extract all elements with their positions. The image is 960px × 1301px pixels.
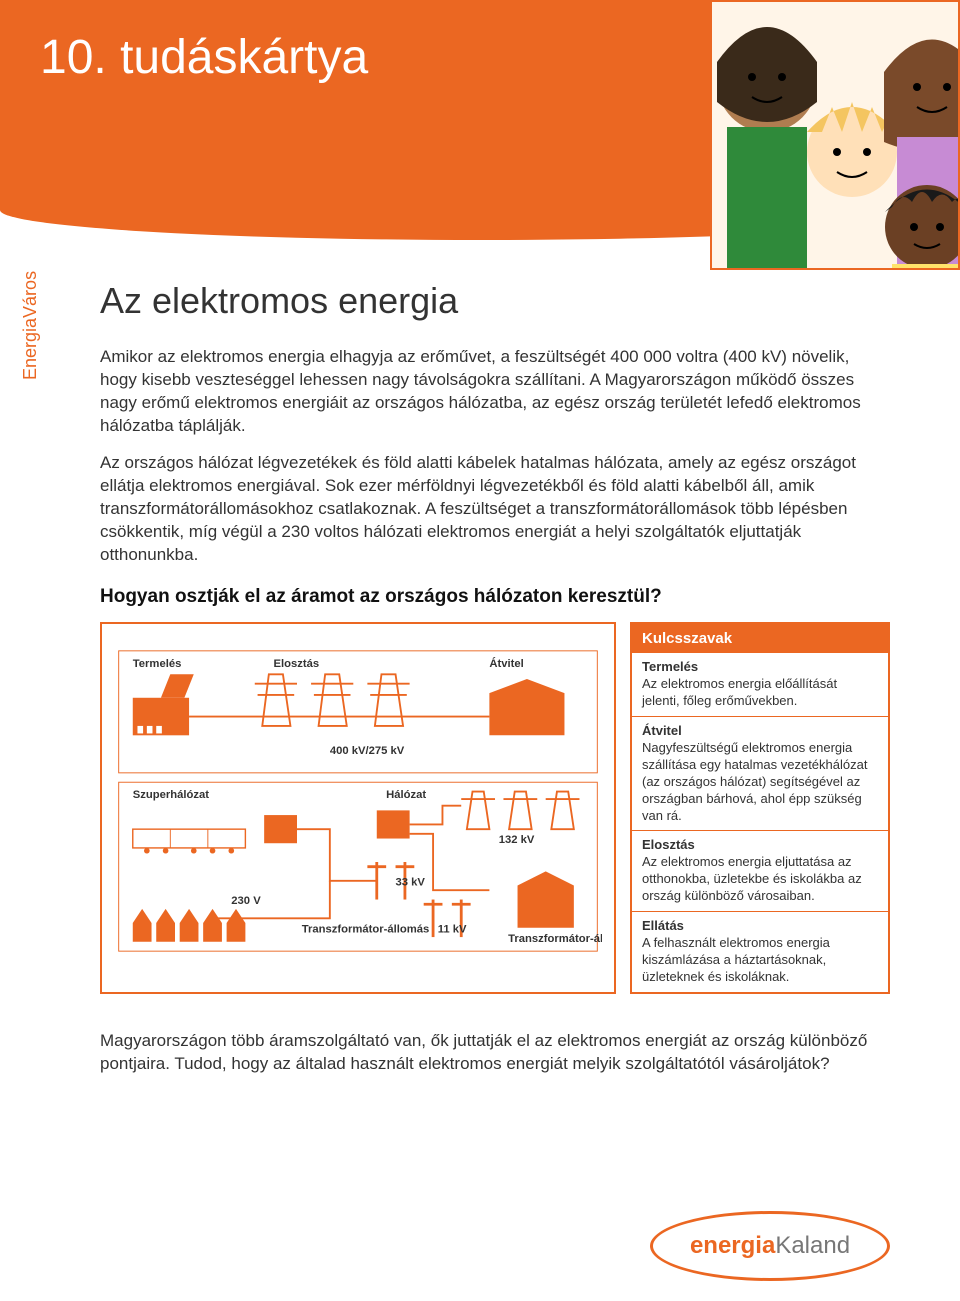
keyword-item: Átvitel Nagyfeszültségű elektromos energ…	[632, 717, 888, 831]
keyword-term: Termelés	[642, 659, 878, 676]
keyword-item: Ellátás A felhasznált elektromos energia…	[632, 912, 888, 992]
label-termeles: Termelés	[133, 658, 182, 670]
keyword-term: Átvitel	[642, 723, 878, 740]
keyword-term: Ellátás	[642, 918, 878, 935]
main-title: Az elektromos energia	[100, 280, 890, 322]
label-400kv: 400 kV/275 kV	[330, 746, 405, 758]
keywords-panel: Kulcsszavak Termelés Az elektromos energ…	[630, 622, 890, 993]
label-szuperhalozat: Szuperhálózat	[133, 790, 210, 802]
keyword-item: Termelés Az elektromos energia előállítá…	[632, 653, 888, 717]
distribution-diagram: Termelés Elosztás Átvitel	[100, 622, 616, 993]
sidebar-brand-label: EnergiaVáros	[20, 271, 41, 380]
subheading: Hogyan osztják el az áramot az országos …	[100, 586, 890, 608]
label-132kv: 132 kV	[499, 835, 535, 847]
label-halozat: Hálózat	[386, 790, 426, 802]
keywords-title: Kulcsszavak	[632, 624, 888, 653]
closing-paragraph: Magyarországon több áramszolgáltató van,…	[100, 1030, 890, 1076]
label-atvitel: Átvitel	[489, 657, 523, 670]
paragraph-2: Az országos hálózat légvezetékek és föld…	[100, 452, 890, 567]
keyword-def: A felhasznált elektromos energia kiszáml…	[642, 935, 830, 984]
content-area: Az elektromos energia Amikor az elektrom…	[0, 240, 960, 1075]
keyword-def: Nagyfeszültségű elektromos energia száll…	[642, 740, 867, 823]
paragraph-1: Amikor az elektromos energia elhagyja az…	[100, 346, 890, 438]
diagram-row: Termelés Elosztás Átvitel	[100, 622, 890, 993]
label-transformer2: Transzformátor-állomás	[508, 933, 602, 945]
keyword-def: Az elektromos energia előállítását jelen…	[642, 676, 837, 708]
header-banner: 10. tudáskártya	[0, 0, 960, 240]
label-elosztas: Elosztás	[274, 658, 320, 670]
logo-bold-text: energia	[690, 1232, 775, 1260]
keyword-def: Az elektromos energia eljuttatása az ott…	[642, 854, 862, 903]
cartoon-illustration	[710, 0, 960, 270]
brand-logo: energiaKaland	[650, 1211, 890, 1281]
label-11kv: 11 kV	[438, 924, 467, 936]
keyword-term: Elosztás	[642, 837, 878, 854]
label-transformer1: Transzformátor-állomás	[302, 924, 430, 936]
label-230v: 230 V	[231, 896, 261, 908]
logo-light-text: Kaland	[775, 1232, 850, 1260]
keyword-item: Elosztás Az elektromos energia eljuttatá…	[632, 831, 888, 912]
label-33kv: 33 kV	[396, 877, 426, 889]
